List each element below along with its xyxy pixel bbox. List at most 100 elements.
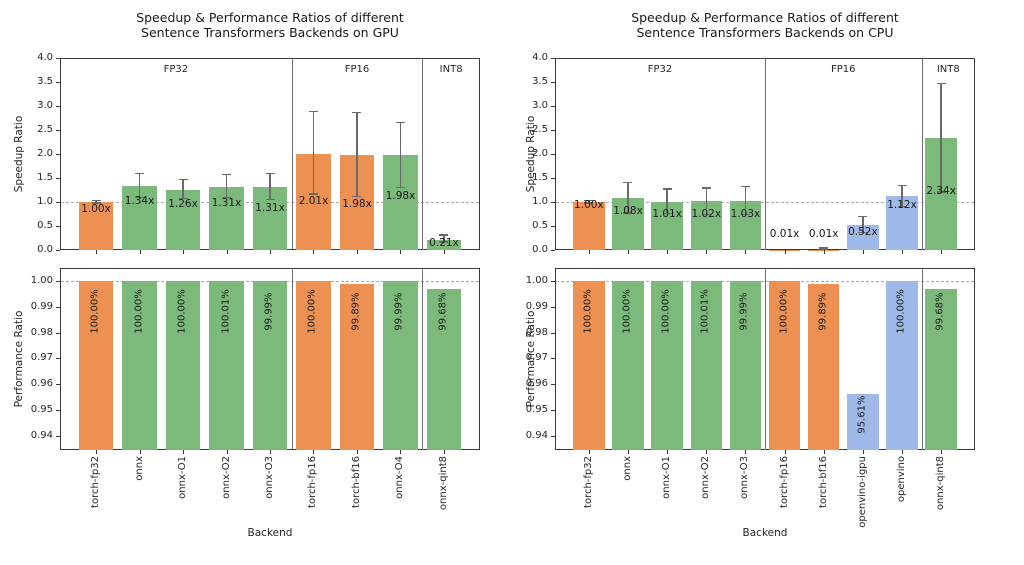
x-tick-mark — [270, 250, 271, 254]
section-divider — [422, 268, 424, 450]
bar-onnx-O2 — [209, 280, 244, 450]
error-cap-onnx-O3 — [740, 185, 750, 188]
x-tick-mark — [706, 250, 708, 254]
x-tick-mark — [823, 450, 825, 454]
error-cap-torch-fp32 — [91, 199, 101, 202]
x-tick-mark — [941, 450, 943, 454]
error-bar-torch-fp32 — [95, 200, 97, 203]
bar-value-label-torch-fp32: 1.00x — [81, 202, 111, 215]
bar-value-label-torch-bf16: 99.89% — [817, 292, 829, 332]
bar-value-label-openvino: 1.12x — [887, 199, 917, 212]
section-divider — [765, 268, 766, 450]
bar-value-label-onnx-O1: 100.00% — [660, 289, 672, 335]
bar-value-label-onnx-O4: 99.99% — [393, 292, 405, 332]
error-cap-onnx-O2 — [701, 213, 711, 216]
x-tick-mark — [862, 450, 864, 454]
bar-onnx — [122, 280, 157, 450]
error-bar-onnx-O3 — [269, 173, 271, 200]
bar-value-label-onnx-O2: 100.01% — [699, 289, 711, 335]
error-bar-torch-bf16 — [823, 248, 825, 250]
bar-torch-fp16 — [768, 280, 801, 450]
error-cap-onnx-O3 — [265, 198, 275, 201]
x-tick-mark — [784, 450, 786, 454]
y-tick-label: 0.0 — [37, 244, 53, 255]
y-tick-label: 2.0 — [532, 148, 548, 159]
y-tick-mark — [551, 358, 555, 360]
x-tick-mark — [96, 250, 98, 254]
y-tick-label: 4.0 — [532, 52, 548, 63]
y-tick-mark — [551, 202, 555, 203]
y-axis-label-performance-ratio: Performance Ratio — [13, 310, 25, 408]
x-tick-mark — [862, 250, 864, 254]
y-tick-label: 0.96 — [30, 378, 53, 390]
x-axis-label: Backend — [742, 527, 788, 539]
y-tick-label: 0.0 — [532, 244, 548, 255]
bar-value-label-onnx: 1.08x — [613, 204, 643, 217]
cpu-chart-title: Speedup & Performance Ratios of differen… — [555, 10, 975, 40]
y-tick-mark — [551, 306, 555, 308]
bar-value-label-torch-fp32: 1.00x — [574, 198, 604, 211]
bar-torch-fp32 — [573, 280, 605, 450]
x-tick-mark — [745, 450, 747, 454]
error-cap-torch-bf16 — [819, 248, 829, 251]
y-tick-mark — [56, 280, 60, 282]
x-tick-mark — [400, 250, 402, 254]
y-tick-mark — [56, 154, 60, 155]
y-tick-label: 1.00 — [525, 274, 548, 286]
cpu-title-line-1: Speedup & Performance Ratios of differen… — [631, 10, 899, 25]
bar-value-label-onnx: 100.00% — [133, 289, 145, 335]
y-tick-mark — [56, 306, 60, 308]
error-bar-onnx-qint8 — [940, 83, 942, 192]
bar-value-label-onnx-O1: 100.00% — [176, 289, 188, 335]
error-cap-torch-bf16 — [352, 112, 362, 114]
error-bar-torch-fp32 — [588, 200, 590, 203]
y-tick-mark — [551, 154, 555, 155]
error-cap-onnx-O2 — [222, 196, 231, 199]
y-tick-mark — [551, 82, 555, 83]
error-bar-onnx-qint8 — [443, 235, 445, 242]
error-cap-onnx-O2 — [222, 173, 231, 176]
x-tick-mark — [706, 450, 708, 454]
error-bar-onnx-O1 — [182, 179, 184, 199]
gpu-title-line-1: Speedup & Performance Ratios of differen… — [136, 10, 404, 25]
y-tick-label: 2.5 — [37, 124, 53, 135]
x-tick-mark — [226, 250, 228, 254]
bar-onnx-qint8 — [426, 289, 462, 450]
x-tick-mark — [400, 450, 402, 454]
error-cap-torch-bf16 — [352, 195, 362, 197]
y-tick-mark — [56, 226, 60, 227]
bar-value-label-torch-bf16: 0.01x — [808, 227, 839, 240]
y-tick-label: 2.0 — [37, 148, 53, 159]
y-tick-mark — [56, 250, 60, 251]
bar-torch-fp32 — [573, 202, 605, 250]
x-tick-mark — [356, 450, 358, 454]
section-label-FP32: FP32 — [647, 64, 673, 75]
y-tick-mark — [56, 410, 60, 412]
x-tick-mark — [313, 450, 315, 454]
y-tick-mark — [56, 106, 60, 107]
section-divider — [291, 58, 293, 250]
section-divider — [765, 58, 766, 250]
y-tick-mark — [551, 280, 555, 282]
error-cap-onnx-qint8 — [936, 191, 946, 193]
y-tick-mark — [551, 250, 555, 251]
y-tick-label: 3.5 — [37, 76, 53, 87]
y-tick-mark — [56, 332, 60, 334]
x-tick-mark — [270, 450, 271, 454]
bar-value-label-onnx-O2: 100.01% — [220, 289, 231, 335]
bar-onnx-O1 — [651, 280, 683, 450]
x-tick-mark — [627, 450, 629, 454]
x-tick-mark — [627, 250, 629, 254]
x-tick-mark — [941, 250, 943, 254]
bar-openvino-igpu — [847, 394, 879, 450]
x-tick-mark — [96, 450, 98, 454]
bar-value-label-onnx-O2: 1.31x — [211, 196, 242, 209]
bar-value-label-openvino-igpu: 95.61% — [856, 395, 868, 434]
bar-torch-fp16 — [296, 280, 331, 450]
x-tick-mark — [313, 250, 315, 254]
y-axis-label-speedup-ratio: Speedup Ratio — [13, 115, 25, 193]
y-tick-mark — [56, 436, 60, 438]
y-tick-label: 1.5 — [37, 172, 53, 183]
x-tick-mark — [226, 450, 228, 454]
bar-value-label-torch-fp32: 100.00% — [89, 289, 101, 335]
